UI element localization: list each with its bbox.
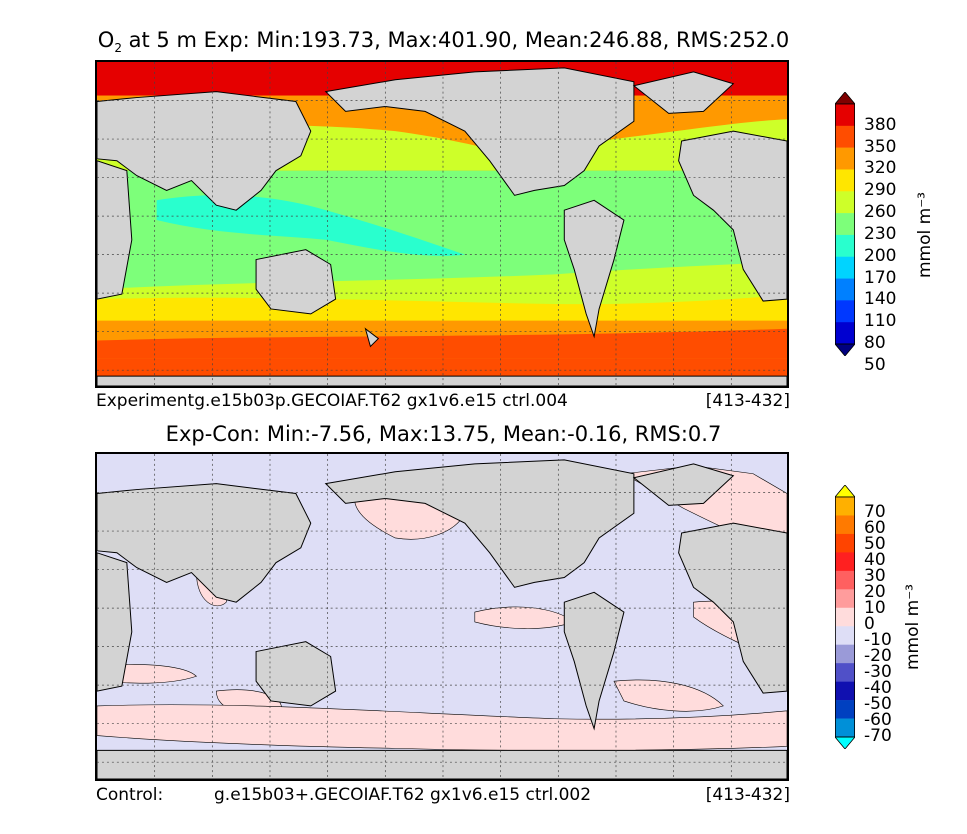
colorbar-tick-label: 50 xyxy=(864,354,886,375)
panel2-caption: Control: g.e15b03+.GECOIAF.T62 gx1v6.e15… xyxy=(96,785,790,805)
colorbar-extend-top xyxy=(835,485,855,498)
colorbar-tick-label: 60 xyxy=(864,518,886,538)
experiment-map-svg xyxy=(97,62,787,386)
colorbar-tick-label: -20 xyxy=(864,646,892,666)
control-label: Control: xyxy=(96,785,164,805)
panel2-title: Exp-Con: Min:-7.56, Max:13.75, Mean:-0.1… xyxy=(165,422,722,446)
colorbar-swatch xyxy=(835,322,855,345)
colorbar-tick-label: 0 xyxy=(864,614,875,634)
colorbar-extend-bottom xyxy=(835,736,855,749)
colorbar-tick-label: 110 xyxy=(864,311,897,332)
panel2-years: [413-432] xyxy=(705,785,790,805)
colorbar-tick-label: 170 xyxy=(864,267,897,288)
colorbar-tick-label: 260 xyxy=(864,202,897,223)
colorbar-tick-label: 10 xyxy=(864,598,886,618)
colorbar-swatch xyxy=(835,533,855,553)
difference-map xyxy=(95,452,789,781)
colorbar-tick-label: -10 xyxy=(864,630,892,650)
colorbar-swatch xyxy=(835,191,855,214)
colorbar-swatch xyxy=(835,626,855,645)
colorbar-tick-label: 80 xyxy=(864,333,886,353)
colorbar-tick-label: 290 xyxy=(864,180,897,201)
colorbar-swatch xyxy=(835,718,855,738)
colorbar-swatch xyxy=(835,552,855,572)
colorbar-tick-label: 70 xyxy=(864,502,886,522)
colorbar-tick-label: -60 xyxy=(864,710,892,730)
colorbar-experiment-svg xyxy=(835,92,855,356)
colorbar-extend-bottom xyxy=(835,343,855,356)
colorbar-swatch xyxy=(835,300,855,323)
colorbar-tick-label: -40 xyxy=(864,678,892,698)
colorbar-swatch xyxy=(835,515,855,535)
colorbar-tick-label: 200 xyxy=(864,245,897,266)
title-rest: at 5 m Exp: Min:193.73, Max:401.90, Mean… xyxy=(121,28,790,52)
colorbar-swatch xyxy=(835,147,855,170)
colorbar-tick-label: -50 xyxy=(864,694,892,714)
title-subscript: 2 xyxy=(114,41,122,56)
colorbar-swatch xyxy=(835,663,855,682)
colorbar-tick-label: 20 xyxy=(864,582,886,602)
title-o: O xyxy=(97,28,115,52)
colorbar-swatch xyxy=(835,169,855,192)
control-run: g.e15b03+.GECOIAF.T62 gx1v6.e15 ctrl.002 xyxy=(214,785,592,805)
colorbar-swatch xyxy=(835,278,855,301)
colorbar-swatch xyxy=(835,570,855,590)
panel1-years: [413-432] xyxy=(705,391,790,411)
colorbar-frame xyxy=(835,496,855,738)
colorbar-tick-label: 140 xyxy=(864,289,897,310)
colorbar-swatch xyxy=(835,497,855,516)
colorbar-tick-label: 50 xyxy=(864,534,886,554)
colorbar-swatch xyxy=(835,681,855,701)
colorbar-swatch xyxy=(835,256,855,279)
colorbar-tick-label: -30 xyxy=(864,662,892,682)
colorbar-swatch xyxy=(835,700,855,719)
colorbar-frame xyxy=(835,103,855,345)
experiment-label: Experimentg.e15b03p.GECOIAF.T62 gx1v6.e1… xyxy=(96,391,568,411)
colorbar-swatch xyxy=(835,644,855,664)
colorbar-swatch xyxy=(835,125,855,148)
panel1-caption: Experimentg.e15b03p.GECOIAF.T62 gx1v6.e1… xyxy=(96,391,790,411)
colorbar-difference-svg xyxy=(835,485,855,749)
experiment-map xyxy=(95,60,789,388)
colorbar-tick-label: -70 xyxy=(864,726,892,746)
colorbar-tick-label: 350 xyxy=(864,136,897,157)
colorbar-experiment-label: mmol m⁻³ xyxy=(915,192,935,278)
colorbar-tick-label: 230 xyxy=(864,223,897,244)
colorbar-swatch xyxy=(835,589,855,609)
colorbar-swatch xyxy=(835,607,855,627)
colorbar-swatch xyxy=(835,213,855,236)
colorbar-tick-label: 30 xyxy=(864,566,886,586)
colorbar-tick-label: 40 xyxy=(864,550,886,570)
colorbar-extend-top xyxy=(835,92,855,105)
colorbar-experiment xyxy=(835,92,855,356)
colorbar-tick-label: 320 xyxy=(864,158,897,179)
colorbar-difference-label: mmol m⁻³ xyxy=(903,584,923,670)
colorbar-swatch xyxy=(835,234,855,258)
colorbar-swatch xyxy=(835,104,855,127)
difference-map-svg xyxy=(97,454,787,779)
colorbar-tick-label: 380 xyxy=(864,114,897,135)
panel1-title: O2 at 5 m Exp: Min:193.73, Max:401.90, M… xyxy=(0,28,927,55)
colorbar-difference xyxy=(835,485,855,749)
